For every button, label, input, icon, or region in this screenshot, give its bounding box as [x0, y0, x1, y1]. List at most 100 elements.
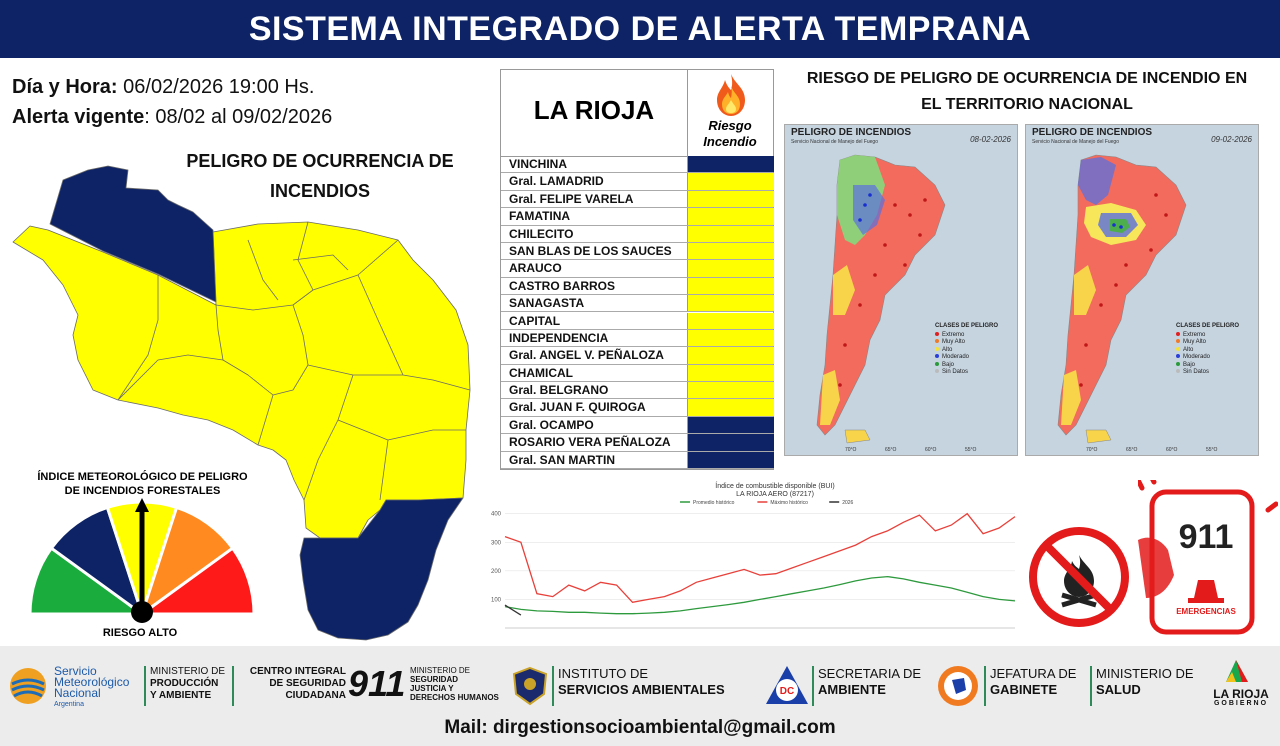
legend-item: Muy Alto: [1176, 339, 1239, 347]
department-name: INDEPENDENCIA: [509, 330, 609, 345]
risk-cell: [687, 312, 774, 329]
legend-item: Muy Alto: [935, 339, 998, 347]
table-row: CAPITAL: [501, 312, 774, 330]
footer-divider: [232, 666, 234, 706]
chart-ytick: 100: [491, 597, 502, 603]
gauge-title: ÍNDICE METEOROLÓGICO DE PELIGRO DE INCEN…: [20, 470, 265, 498]
department-name: SAN BLAS DE LOS SAUCES: [509, 243, 672, 258]
province-map-title: PELIGRO DE OCURRENCIA DE INCENDIOS: [150, 146, 490, 206]
datetime-value: 06/02/2026 19:00 Hs.: [117, 76, 315, 98]
sec-line1: SECRETARIA DE: [818, 666, 922, 681]
chart-title: Índice de combustible disponible (BUI): [715, 481, 834, 490]
map1-legend-items: Extremo Muy Alto Alto Moderado Bajo Sin Datos: [935, 331, 998, 377]
table-row: Gral. BELGRANO: [501, 382, 774, 400]
department-name: Gral. OCAMPO: [509, 417, 594, 432]
alert-label: Alerta vigente: [12, 106, 145, 128]
table-row: Gral. SAN MARTIN: [501, 451, 774, 469]
risk-header-line1: Riesgo: [708, 118, 752, 133]
la-rioja-logo-icon: [1226, 660, 1248, 682]
fire-icon: [717, 74, 745, 116]
risk-cell: [687, 242, 774, 260]
isa-line2: SERVICIOS AMBIENTALES: [558, 682, 725, 697]
chart-ytick: 400: [491, 512, 502, 518]
chart-lines: [504, 512, 1016, 616]
province-map-title-line1: PELIGRO DE OCURRENCIA DE: [186, 151, 454, 171]
risk-cell: [687, 295, 774, 312]
province-map-title-line2: INCENDIOS: [269, 181, 370, 201]
legend-dot: [935, 339, 939, 343]
danger-gauge: [28, 498, 256, 623]
map2-lon-65: 65°O: [1126, 447, 1138, 453]
map1-lon-70: 70°O: [845, 447, 857, 453]
map2-lon-55: 55°O: [1206, 447, 1218, 453]
department-name: ROSARIO VERA PEÑALOZA: [509, 435, 671, 450]
la-rioja-gobierno: LA RIOJA GOBIERNO: [1206, 688, 1276, 707]
alert-value: : 08/02 al 09/02/2026: [144, 106, 333, 128]
datetime-label: Día y Hora:: [12, 76, 118, 98]
footer-divider: [984, 666, 986, 706]
chart-series-line: [504, 575, 1016, 615]
legend-item: Extremo: [935, 331, 998, 340]
map1-subtitle: Servicio Nacional de Manejo del Fuego: [791, 139, 878, 145]
map1-lon-60: 60°O: [925, 447, 937, 453]
legend-dot: [1176, 346, 1180, 351]
department-name: FAMATINA: [509, 209, 571, 224]
national-map-day2-image: [1057, 154, 1187, 444]
legend-dot: [1176, 331, 1180, 336]
legend-label: Sin Datos: [1183, 369, 1210, 375]
legend-label: Sin Datos: [942, 369, 969, 375]
alert-line: Alerta vigente: 08/02 al 09/02/2026: [12, 106, 332, 129]
smn-line3: Nacional: [54, 686, 101, 700]
footer-divider: [552, 666, 554, 706]
department-name: VINCHINA: [509, 157, 568, 171]
legend-item: Bajo: [935, 361, 998, 370]
map2-title: PELIGRO DE INCENDIOS: [1032, 127, 1153, 138]
gauge-title-line2: DE INCENDIOS FORESTALES: [64, 485, 221, 497]
centro-line2: DE SEGURIDAD: [269, 678, 346, 689]
table-row: Gral. ANGEL V. PEÑALOZA: [501, 347, 774, 365]
legend-item: Sin Datos: [935, 369, 998, 377]
risk-cell: [687, 399, 774, 416]
legend-item: Alto: [935, 346, 998, 355]
risk-cell: [687, 434, 774, 451]
min-seg-line2: SEGURIDAD: [410, 675, 459, 684]
centro-line3: CIUDADANA: [285, 690, 346, 701]
legend-label: Muy Alto: [942, 339, 966, 345]
legend-item: Bajo: [1176, 361, 1239, 370]
police-shield-icon: [512, 666, 548, 706]
min-seg-line4: DERECHOS HUMANOS: [410, 693, 499, 702]
department-name: Gral. FELIPE VARELA: [509, 191, 634, 206]
risk-cell: [687, 347, 774, 364]
gauge-needle-tip: [135, 498, 149, 512]
isa-line1: INSTITUTO DE: [558, 666, 649, 681]
risk-cell: [687, 260, 774, 277]
legend-dot: [1176, 361, 1180, 366]
centro-911-number: 911: [348, 663, 406, 704]
legend-item: Moderado: [935, 354, 998, 362]
legend-label: Moderado: [942, 354, 970, 360]
department-name: CHILECITO: [509, 226, 574, 241]
smn-line4: Argentina: [54, 701, 84, 708]
map2-legend: CLASES DE PELIGRO Extremo Muy Alto Alto Mod…: [1176, 323, 1239, 377]
province-map-south: [299, 497, 464, 641]
map1-legend-title: CLASES DE PELIGRO: [935, 323, 999, 329]
department-name: Gral. LAMADRID: [509, 174, 604, 189]
national-map-day2: PELIGRO DE INCENDIOS Servicio Nacional d…: [1025, 124, 1259, 456]
min-produccion: MINISTERIO DE PRODUCCIÓN Y AMBIENTE: [150, 666, 225, 702]
risk-cell: [687, 382, 774, 399]
bui-chart: Índice de combustible disponible (BUI) L…: [491, 481, 1016, 629]
risk-cell: [687, 173, 774, 190]
secretaria-ambiente: SECRETARIA DE AMBIENTE: [818, 666, 921, 698]
smn-line2: Meteorológico: [54, 675, 130, 689]
legend-label: Alto: [1183, 346, 1194, 353]
emergency-text: EMERGENCIAS: [1176, 607, 1236, 616]
footer-divider: [1090, 666, 1092, 706]
footer: [0, 646, 1280, 746]
gauge-segment: [137, 546, 256, 616]
national-map-title: RIESGO DE PELIGRO DE OCURRENCIA DE INCEN…: [782, 66, 1272, 118]
footer-divider: [144, 666, 146, 706]
legend-label: Alto: [942, 346, 953, 353]
table-row: SANAGASTA: [501, 295, 774, 313]
table-row: ROSARIO VERA PEÑALOZA: [501, 434, 774, 452]
smn-line1: Servicio: [54, 664, 97, 678]
